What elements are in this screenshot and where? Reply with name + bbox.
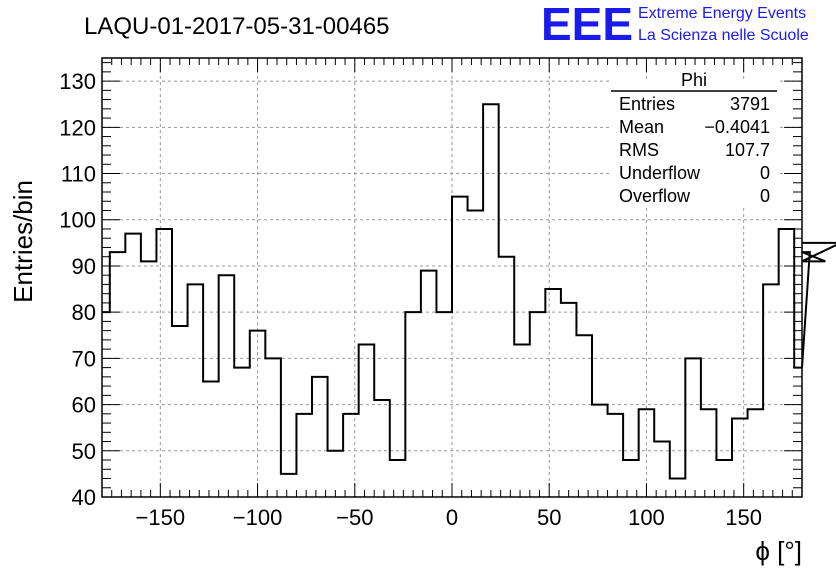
stats-value: 107.7 [725, 140, 770, 160]
histogram-bin [374, 400, 390, 497]
x-tick-label: 0 [446, 505, 458, 530]
histogram-bin [421, 271, 437, 497]
y-tick-label: 70 [72, 346, 96, 371]
histogram-bin [701, 409, 717, 497]
axis-ticks [102, 58, 802, 498]
stats-value: 0 [760, 186, 770, 206]
y-axis-title: Entries/bin [8, 180, 38, 303]
histogram-bin [608, 414, 624, 497]
x-tick-label: −50 [336, 505, 373, 530]
histogram-bin [545, 289, 561, 497]
histogram-bin [763, 284, 779, 497]
histogram-bin [576, 335, 592, 497]
y-tick-label: 90 [72, 254, 96, 279]
stats-value: 0 [760, 163, 770, 183]
histogram-bin [343, 414, 359, 497]
stats-label: Underflow [619, 163, 701, 183]
stats-value: 3791 [730, 94, 770, 114]
stats-label: Entries [619, 94, 675, 114]
chart-title: LAQU-01-2017-05-31-00465 [84, 13, 390, 40]
histogram-bin [483, 104, 499, 497]
histogram-bin [281, 474, 297, 497]
histogram-bin [141, 261, 157, 497]
logo-line-1: Extreme Energy Events [638, 5, 806, 22]
logo-line-2: La Scienza nelle Scuole [638, 27, 809, 44]
stats-box: Phi Entries 3791 Mean −0.4041 RMS 107.7 Underf… [611, 70, 777, 208]
histogram-bin [110, 252, 126, 497]
histogram-bin [156, 229, 172, 497]
y-tick-label: 60 [72, 393, 96, 418]
y-tick-label: 40 [72, 485, 96, 510]
histogram-bin [499, 257, 515, 497]
eee-logo: EEE Extreme Energy Events La Scienza nel… [541, 0, 809, 50]
x-tick-label: −100 [233, 505, 283, 530]
histogram-bin [670, 479, 686, 497]
histogram-bin [250, 331, 266, 497]
histogram-bin [732, 418, 748, 497]
histogram-bin [452, 197, 468, 497]
histogram-bin [203, 381, 219, 497]
histogram-bin [234, 368, 250, 497]
logo-letters: EEE [541, 0, 633, 50]
stats-box-background [611, 80, 777, 208]
y-tick-label: 130 [59, 69, 96, 94]
y-tick-label: 120 [59, 115, 96, 140]
x-tick-label: −150 [136, 505, 186, 530]
stats-title: Phi [681, 70, 707, 90]
histogram-bin [468, 210, 484, 497]
x-tick-labels: −150 −100 −50 0 50 100 150 [136, 505, 762, 530]
y-tick-label: 50 [72, 439, 96, 464]
histogram-bin [592, 405, 608, 497]
histogram-bin [436, 312, 452, 497]
histogram-bin [514, 345, 530, 497]
stats-label: RMS [619, 140, 659, 160]
stats-value: −0.4041 [704, 117, 770, 137]
x-axis-title: ϕ [°] [755, 536, 802, 566]
histogram-bin [359, 345, 375, 497]
histogram-bin [748, 409, 764, 497]
stats-label: Mean [619, 117, 664, 137]
histogram-bin [296, 414, 312, 497]
histogram-bin [685, 358, 701, 497]
histogram-bin [125, 234, 141, 497]
x-tick-label: 100 [628, 505, 665, 530]
histogram-outline [102, 103, 836, 480]
histogram-bin [265, 358, 281, 497]
y-tick-label: 80 [72, 300, 96, 325]
histogram-bin [312, 377, 328, 497]
histogram-bin [654, 442, 670, 497]
x-tick-label: 150 [725, 505, 762, 530]
y-tick-labels: 40 50 60 70 80 90 100 110 120 130 [59, 69, 96, 510]
stats-label: Overflow [619, 186, 691, 206]
histogram-bin [172, 326, 188, 497]
histogram-bin [405, 312, 421, 497]
x-tick-label: 50 [537, 505, 561, 530]
histogram-bin [188, 284, 204, 497]
histogram-bars [102, 103, 836, 497]
histogram-bin [779, 229, 795, 497]
histogram-bin [561, 303, 577, 497]
y-tick-label: 100 [59, 208, 96, 233]
y-tick-label: 110 [61, 162, 96, 187]
histogram-bin [219, 275, 235, 497]
stats-rows: Entries 3791 Mean −0.4041 RMS 107.7 Underflow 0… [619, 94, 770, 206]
histogram-bin [530, 312, 546, 497]
